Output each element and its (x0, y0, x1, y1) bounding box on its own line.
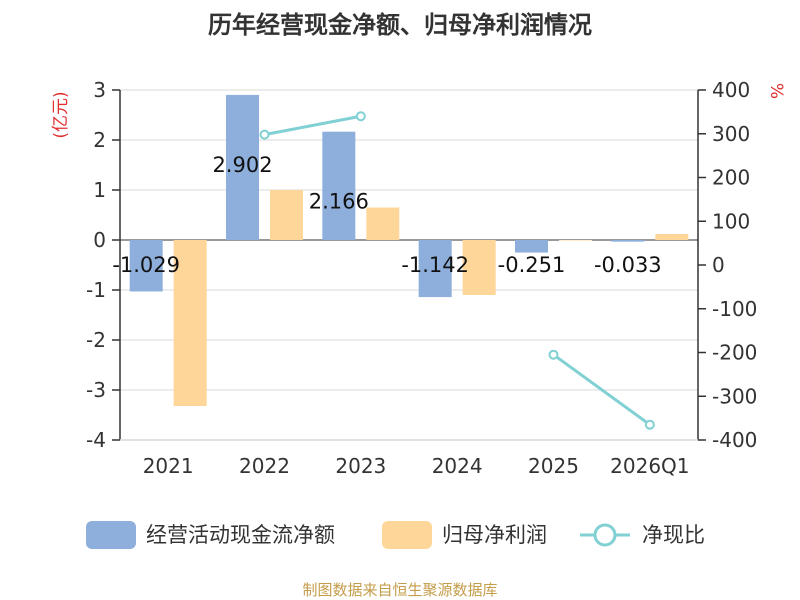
right-tick-label: 100 (712, 209, 750, 233)
left-tick-label: -2 (86, 328, 106, 352)
bar-net-profit-2025 (559, 240, 592, 241)
data-label-cash-flow-2022: 2.902 (212, 153, 272, 177)
ratio-point-2025 (548, 349, 559, 360)
ratio-line (264, 114, 362, 137)
x-tick-label: 2023 (335, 454, 386, 478)
x-tick-label: 2024 (432, 454, 483, 478)
left-tick-label: -1 (86, 278, 106, 302)
legend-swatch-net-profit (382, 521, 432, 549)
x-tick-label: 2025 (528, 454, 579, 478)
left-tick-label: -3 (86, 378, 106, 402)
right-tick-label: -100 (712, 297, 757, 321)
legend-label-ratio: 净现比 (642, 523, 705, 547)
x-tick-label: 2021 (143, 454, 194, 478)
bar-net-profit-2022 (270, 190, 303, 240)
legend-label-cash-flow: 经营活动现金流净额 (146, 523, 335, 547)
bar-cash-flow-2021 (129, 240, 163, 292)
data-source: 制图数据来自恒生聚源数据库 (302, 581, 497, 599)
right-tick-label: -300 (712, 384, 757, 408)
bar-cash-flow-2026Q1 (611, 240, 645, 242)
data-label-cash-flow-2023: 2.166 (309, 190, 369, 214)
data-labels: -1.029 2.902 2.166 -1.142 -0.251 -0.033 (112, 153, 661, 277)
left-tick-label: 2 (93, 128, 106, 152)
ratio-point-2026Q1 (644, 419, 655, 430)
right-axis-unit: % (766, 83, 786, 99)
right-tick-label: 0 (712, 253, 725, 277)
x-tick-label: 2022 (239, 454, 290, 478)
ratio-line-group (259, 111, 655, 430)
right-tick-label: -200 (712, 341, 757, 365)
right-tick-label: -400 (712, 428, 757, 452)
ratio-line (552, 353, 651, 426)
data-label-cash-flow-2026Q1: -0.033 (594, 253, 662, 277)
bar-cash-flow-2023 (322, 131, 356, 240)
bar-net-profit-2021 (173, 240, 207, 406)
legend-swatch-cash-flow (86, 521, 136, 549)
ratio-point-2023 (355, 111, 366, 122)
bar-net-profit-2024 (462, 240, 496, 295)
x-tick-label: 2026Q1 (610, 454, 689, 478)
ratio-point-2022 (259, 129, 270, 140)
right-tick-label: 400 (712, 78, 750, 102)
left-tick-label: 3 (93, 78, 106, 102)
right-tick-label: 200 (712, 166, 750, 190)
data-label-cash-flow-2024: -1.142 (401, 253, 469, 277)
left-tick-label: 0 (93, 228, 106, 252)
legend-swatch-ratio-marker (593, 523, 617, 547)
legend: 经营活动现金流净额 归母净利润 净现比 (86, 521, 705, 549)
chart-title: 历年经营现金净额、归母净利润情况 (208, 11, 592, 39)
bar-cash-flow-2025 (515, 240, 548, 253)
legend-label-net-profit: 归母净利润 (442, 523, 547, 547)
bar-net-profit-2026Q1 (655, 234, 689, 240)
bars (129, 94, 689, 406)
data-label-cash-flow-2021: -1.029 (112, 253, 180, 277)
bar-net-profit-2023 (366, 207, 400, 240)
right-tick-label: 300 (712, 122, 750, 146)
left-tick-label: -4 (86, 428, 106, 452)
left-axis-unit: (亿元) (51, 91, 71, 138)
bar-cash-flow-2022 (226, 94, 259, 241)
axes: 3 2 1 0 -1 -2 -3 -4 400 300 200 100 0 -100 -200 -300 -40… (86, 78, 757, 478)
data-label-cash-flow-2025: -0.251 (498, 253, 566, 277)
left-tick-label: 1 (93, 178, 106, 202)
bar-cash-flow-2024 (418, 240, 452, 298)
